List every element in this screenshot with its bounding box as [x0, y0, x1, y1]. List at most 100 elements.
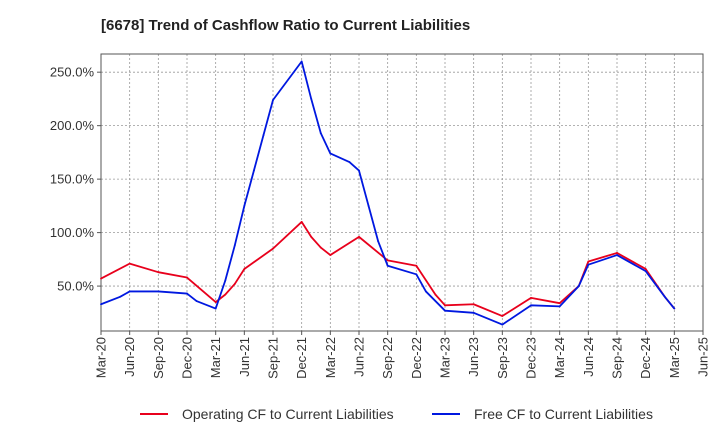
x-tick-label: Jun-23: [466, 337, 481, 377]
data-point: [128, 290, 131, 293]
data-point: [587, 263, 590, 266]
data-point: [358, 169, 360, 172]
legend-label: Operating CF to Current Liabilities: [182, 406, 394, 422]
data-point: [300, 60, 303, 63]
legend: Operating CF to Current Liabilities Free …: [140, 406, 653, 422]
data-point: [673, 307, 676, 310]
data-point: [186, 292, 188, 295]
data-point: [577, 285, 580, 287]
y-tick-label: 150.0%: [50, 172, 95, 187]
data-point: [252, 169, 255, 172]
data-point: [157, 290, 160, 293]
x-tick-label: Jun-25: [696, 337, 711, 377]
data-point: [310, 98, 313, 100]
x-tick-label: Dec-20: [180, 337, 195, 379]
data-point: [157, 271, 160, 274]
data-point: [310, 235, 313, 238]
plot-area: [101, 54, 703, 331]
data-point: [243, 204, 246, 207]
data-point: [472, 311, 475, 314]
x-tick-label: Sep-23: [495, 337, 510, 379]
data-point: [644, 268, 647, 270]
data-point: [558, 305, 561, 308]
data-point: [358, 235, 360, 238]
x-tick-label: Mar-22: [323, 337, 338, 378]
data-point: [272, 247, 274, 250]
data-point: [262, 134, 265, 137]
plot-border: [100, 53, 704, 332]
x-axis: Mar-20 Jun-20 Sep-20 Dec-20 Mar-21 Jun-21 Sep-…: [94, 331, 711, 379]
x-tick-label: Mar-24: [552, 337, 567, 378]
y-axis: 50.0% 100.0% 150.0% 200.0% 250.0%: [50, 65, 101, 294]
data-point: [319, 246, 322, 249]
data-point: [367, 204, 370, 207]
x-tick-label: Jun-22: [352, 337, 367, 377]
x-tick-label: Sep-21: [266, 337, 281, 379]
data-point: [329, 254, 332, 256]
x-tick-label: Mar-21: [208, 337, 223, 378]
data-point: [587, 260, 590, 263]
data-point: [415, 264, 418, 267]
data-point: [348, 161, 351, 163]
data-point: [644, 270, 647, 273]
x-tick-label: Dec-24: [638, 337, 653, 379]
data-point: [119, 295, 122, 298]
data-point: [377, 240, 380, 243]
grid-lines: [100, 54, 704, 331]
x-tick-label: Dec-21: [294, 337, 309, 379]
data-point: [415, 273, 418, 276]
data-point: [100, 303, 102, 306]
data-point: [530, 304, 532, 307]
data-point: [214, 301, 217, 304]
data-point: [616, 252, 618, 254]
data-point: [272, 99, 274, 101]
data-point: [243, 268, 246, 270]
data-point: [233, 283, 236, 285]
x-tick-label: Sep-24: [610, 337, 625, 379]
x-tick-label: Jun-21: [237, 337, 252, 377]
data-point: [558, 302, 561, 305]
x-tick-label: Sep-20: [151, 337, 166, 379]
data-point: [501, 323, 504, 326]
data-point: [386, 264, 389, 267]
x-tick-label: Jun-20: [122, 337, 137, 377]
x-tick-label: Mar-20: [94, 337, 109, 378]
series-1: [100, 60, 676, 326]
data-point: [224, 293, 227, 296]
data-point: [319, 132, 322, 135]
y-tick-label: 250.0%: [50, 65, 95, 80]
y-tick-label: 100.0%: [50, 225, 95, 240]
data-point: [128, 262, 131, 265]
data-point: [444, 304, 446, 307]
data-point: [434, 293, 437, 296]
x-tick-label: Mar-23: [438, 337, 453, 378]
data-point: [501, 315, 504, 317]
data-point: [224, 279, 227, 282]
data-point: [233, 244, 236, 247]
data-point: [186, 276, 188, 279]
y-tick-label: 200.0%: [50, 118, 95, 133]
data-point: [472, 303, 475, 306]
x-tick-label: Mar-25: [667, 337, 682, 378]
chart-title: [6678] Trend of Cashflow Ratio to Curren…: [101, 17, 470, 34]
data-point: [300, 221, 303, 223]
legend-item: Free CF to Current Liabilities: [432, 406, 653, 422]
x-tick-label: Sep-22: [380, 337, 395, 379]
data-point: [616, 254, 618, 256]
data-point: [100, 277, 102, 280]
legend-item: Operating CF to Current Liabilities: [140, 406, 394, 422]
x-tick-label: Dec-22: [409, 337, 424, 379]
legend-label: Free CF to Current Liabilities: [474, 406, 653, 422]
data-point: [444, 309, 446, 312]
x-tick-label: Jun-24: [581, 337, 596, 377]
series-lines: [100, 60, 676, 326]
y-tick-label: 50.0%: [57, 279, 94, 294]
data-point: [195, 300, 198, 302]
data-point: [214, 307, 217, 310]
data-point: [424, 290, 427, 293]
data-point: [530, 296, 532, 299]
data-point: [663, 295, 666, 298]
x-tick-label: Dec-23: [524, 337, 539, 379]
data-point: [329, 152, 332, 155]
